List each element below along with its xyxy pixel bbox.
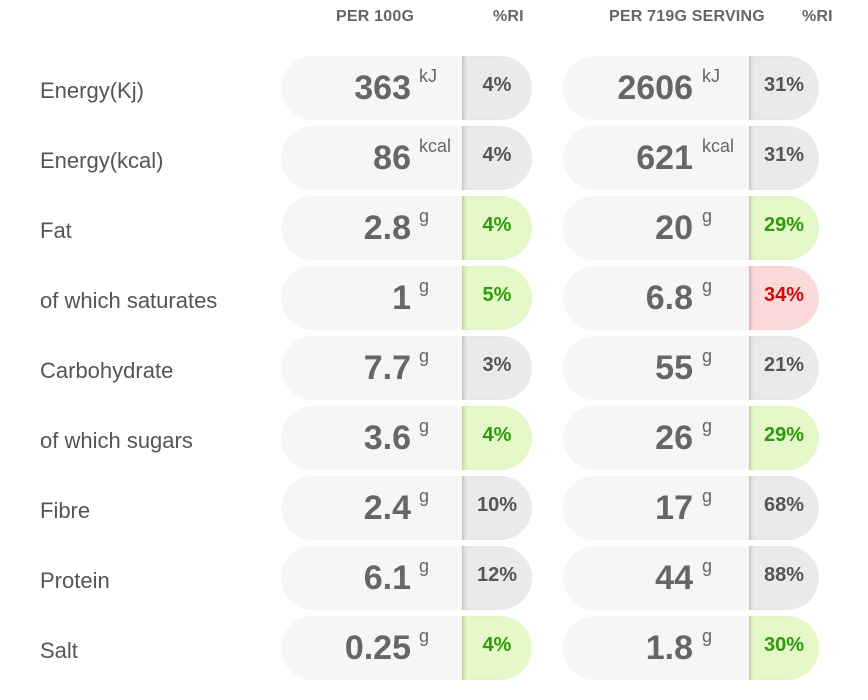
per-100g-cell: 363 kJ 4% xyxy=(281,56,532,120)
ri-serving-badge: 34% xyxy=(749,266,819,330)
per-100g-cell: 0.25 g 4% xyxy=(281,616,532,680)
header-per-serving: PER 719G SERVING xyxy=(609,8,765,25)
per-100g-value: 6.1 xyxy=(363,559,411,597)
nutrient-label: of which saturates xyxy=(40,288,218,313)
nutrient-label: Energy(Kj) xyxy=(40,78,144,103)
per-serving-value: 1.8 xyxy=(645,629,693,667)
per-serving-unit: g xyxy=(702,276,713,296)
header-ri-100g: %RI xyxy=(493,8,524,25)
per-serving-value: 44 xyxy=(655,559,693,597)
per-100g-unit: g xyxy=(419,206,430,226)
per-serving-unit: kcal xyxy=(702,136,735,156)
nutrient-label: Fat xyxy=(40,218,72,243)
per-serving-value: 26 xyxy=(655,419,693,457)
per-serving-cell: 2606 kJ 31% xyxy=(563,56,819,120)
per-100g-value: 2.8 xyxy=(363,209,411,247)
per-serving-value: 55 xyxy=(655,349,693,387)
per-100g-value: 0.25 xyxy=(344,629,411,667)
ri-100g-badge: 4% xyxy=(462,196,532,260)
per-100g-unit: kcal xyxy=(419,136,452,156)
per-serving-value: 20 xyxy=(655,209,693,247)
ri-serving-badge: 31% xyxy=(749,126,819,190)
per-100g-value: 3.6 xyxy=(363,419,411,457)
ri-100g-badge: 4% xyxy=(462,126,532,190)
per-100g-value: 7.7 xyxy=(363,349,411,387)
ri-serving-badge: 88% xyxy=(749,546,819,610)
nutrient-row: Fat 2.8 g 4% 20 g 29% xyxy=(0,196,868,266)
per-serving-unit: g xyxy=(702,416,713,436)
nutrient-row: Energy(kcal) 86 kcal 4% 621 kcal 31% xyxy=(0,126,868,196)
ri-100g-badge: 10% xyxy=(462,476,532,540)
ri-serving-badge: 31% xyxy=(749,56,819,120)
per-100g-unit: kJ xyxy=(419,66,437,86)
ri-100g-badge: 4% xyxy=(462,56,532,120)
per-100g-cell: 7.7 g 3% xyxy=(281,336,532,400)
ri-100g-badge: 3% xyxy=(462,336,532,400)
per-serving-unit: g xyxy=(702,626,713,646)
per-serving-cell: 55 g 21% xyxy=(563,336,819,400)
per-serving-unit: g xyxy=(702,346,713,366)
per-serving-cell: 20 g 29% xyxy=(563,196,819,260)
per-serving-cell: 1.8 g 30% xyxy=(563,616,819,680)
nutrition-table: Energy(Kj) 363 kJ 4% 2606 kJ 31% Energy(kcal) 86… xyxy=(0,56,868,686)
per-100g-unit: g xyxy=(419,556,430,576)
nutrient-label: Fibre xyxy=(40,498,91,523)
ri-serving-badge: 30% xyxy=(749,616,819,680)
nutrient-label: of which sugars xyxy=(40,428,193,453)
per-100g-cell: 6.1 g 12% xyxy=(281,546,532,610)
ri-100g-badge: 12% xyxy=(462,546,532,610)
nutrient-label: Protein xyxy=(40,568,110,593)
per-serving-cell: 6.8 g 34% xyxy=(563,266,819,330)
per-100g-value: 1 xyxy=(392,279,411,317)
per-100g-cell: 2.4 g 10% xyxy=(281,476,532,540)
per-100g-unit: g xyxy=(419,416,430,436)
per-serving-unit: kJ xyxy=(702,66,720,86)
per-100g-cell: 2.8 g 4% xyxy=(281,196,532,260)
per-100g-unit: g xyxy=(419,486,430,506)
ri-serving-badge: 29% xyxy=(749,406,819,470)
nutrient-row: Protein 6.1 g 12% 44 g 88% xyxy=(0,546,868,616)
per-100g-cell: 1 g 5% xyxy=(281,266,532,330)
per-serving-unit: g xyxy=(702,206,713,226)
ri-serving-badge: 68% xyxy=(749,476,819,540)
ri-serving-badge: 21% xyxy=(749,336,819,400)
per-100g-value: 2.4 xyxy=(363,489,411,527)
per-serving-value: 2606 xyxy=(617,69,693,107)
per-serving-value: 6.8 xyxy=(645,279,693,317)
per-serving-cell: 17 g 68% xyxy=(563,476,819,540)
per-100g-value: 363 xyxy=(354,69,411,107)
per-serving-value: 17 xyxy=(655,489,693,527)
nutrient-row: Energy(Kj) 363 kJ 4% 2606 kJ 31% xyxy=(0,56,868,126)
per-100g-cell: 86 kcal 4% xyxy=(281,126,532,190)
nutrient-row: Fibre 2.4 g 10% 17 g 68% xyxy=(0,476,868,546)
per-serving-cell: 26 g 29% xyxy=(563,406,819,470)
nutrient-row: Salt 0.25 g 4% 1.8 g 30% xyxy=(0,616,868,686)
nutrient-row: of which sugars 3.6 g 4% 26 g 29% xyxy=(0,406,868,476)
nutrient-label: Salt xyxy=(40,638,78,663)
nutrient-row: of which saturates 1 g 5% 6.8 g 34% xyxy=(0,266,868,336)
per-serving-value: 621 xyxy=(636,139,693,177)
ri-100g-badge: 4% xyxy=(462,406,532,470)
nutrient-row: Carbohydrate 7.7 g 3% 55 g 21% xyxy=(0,336,868,406)
header-ri-serving: %RI xyxy=(802,8,833,25)
ri-100g-badge: 5% xyxy=(462,266,532,330)
per-100g-unit: g xyxy=(419,346,430,366)
per-serving-cell: 44 g 88% xyxy=(563,546,819,610)
per-serving-unit: g xyxy=(702,486,713,506)
nutrient-label: Energy(kcal) xyxy=(40,148,164,173)
ri-serving-badge: 29% xyxy=(749,196,819,260)
per-100g-unit: g xyxy=(419,276,430,296)
per-serving-unit: g xyxy=(702,556,713,576)
header-per-100g: PER 100G xyxy=(336,8,415,25)
nutrient-label: Carbohydrate xyxy=(40,358,174,383)
per-serving-cell: 621 kcal 31% xyxy=(563,126,819,190)
ri-100g-badge: 4% xyxy=(462,616,532,680)
per-100g-value: 86 xyxy=(373,139,411,177)
per-100g-unit: g xyxy=(419,626,430,646)
per-100g-cell: 3.6 g 4% xyxy=(281,406,532,470)
